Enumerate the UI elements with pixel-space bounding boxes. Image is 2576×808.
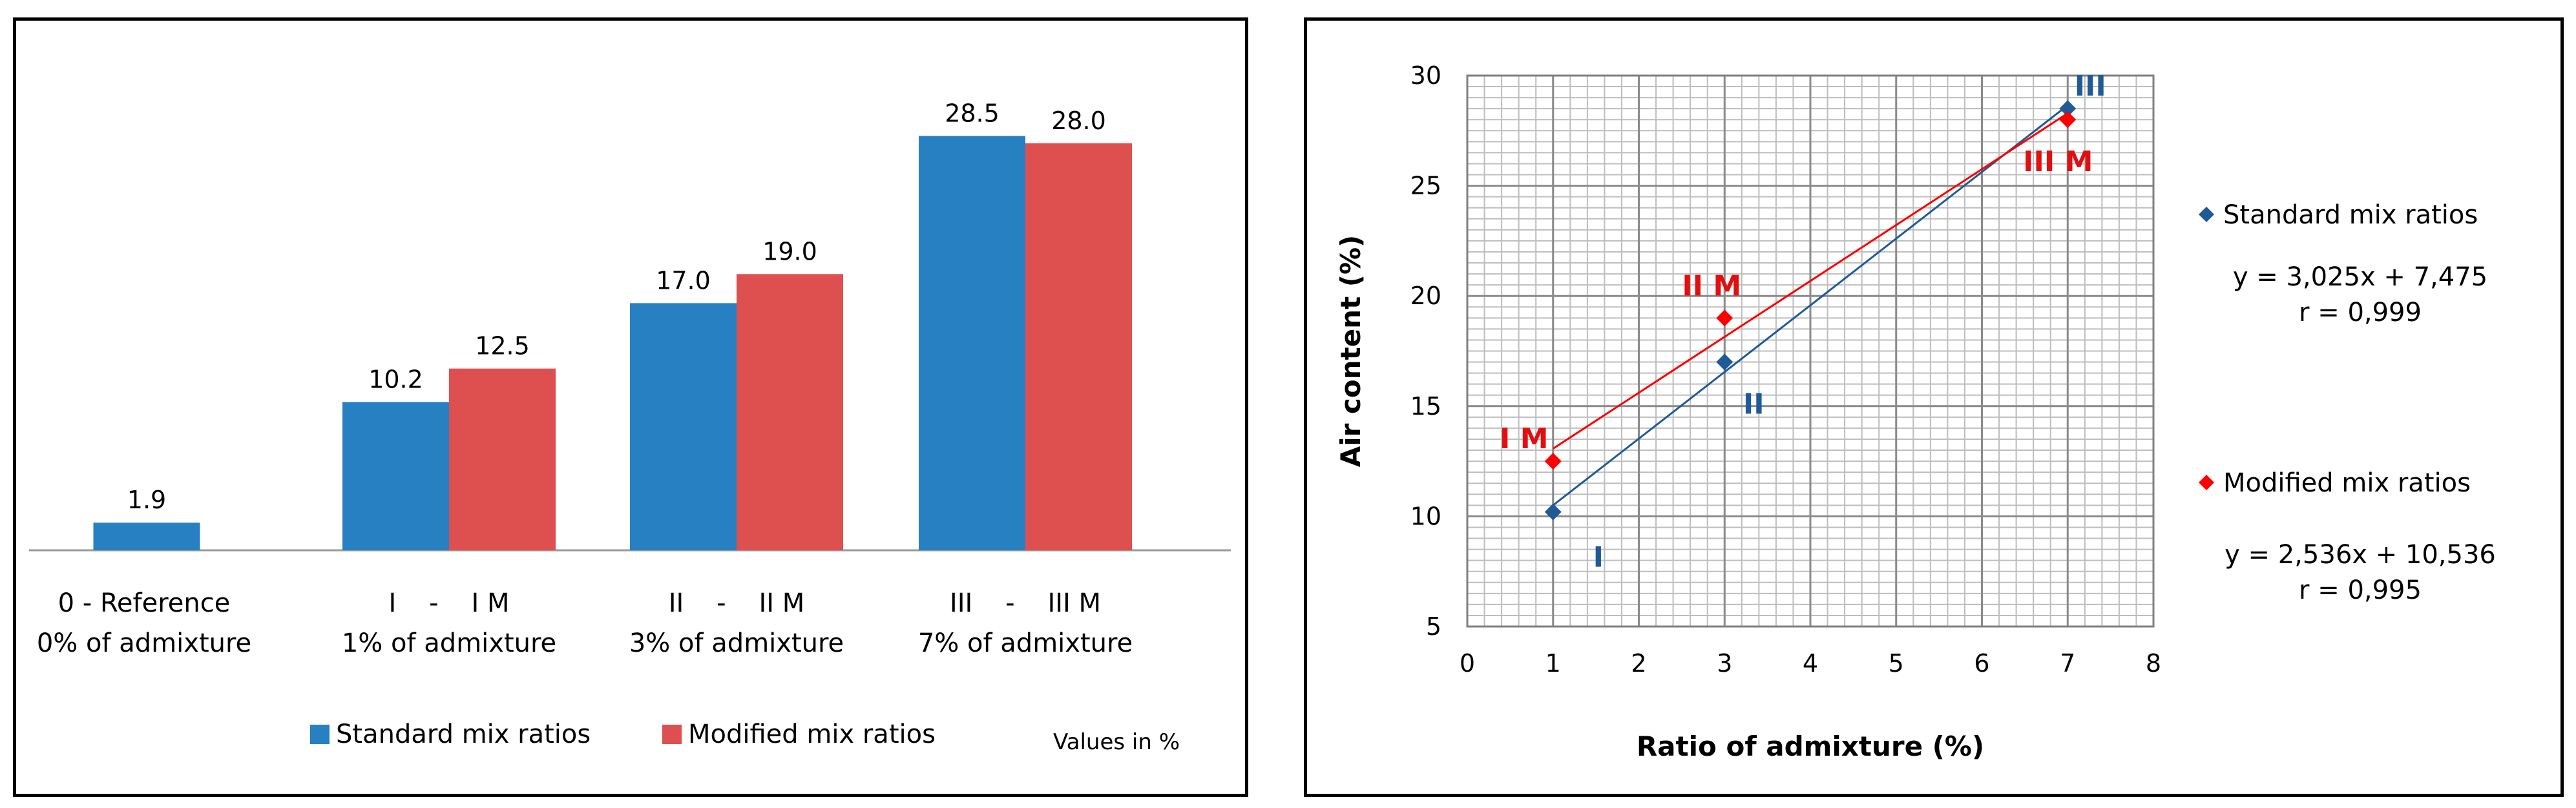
equation-standard: y = 3,025x + 7,475 (2233, 262, 2487, 292)
r-value-modified: r = 0,995 (2299, 575, 2422, 605)
data-label-modified-2: 19.0 (762, 237, 817, 265)
data-label-modified-3: 28.0 (1051, 107, 1106, 135)
legend-label-standard: Standard mix ratios (2223, 200, 2478, 230)
y-tick-label-20: 20 (1410, 282, 1441, 310)
category-label-line2-0: 0% of admixture (37, 628, 251, 658)
x-tick-label-2: 2 (1631, 649, 1646, 678)
marker-standard-2 (2059, 100, 2077, 118)
y-tick-label-25: 25 (1410, 172, 1441, 200)
trendline-standard (1552, 104, 2069, 506)
bar-chart-panel: 1.9 10.2 17.0 28.5 12.5 19.0 28.0 0 - Reference… (13, 17, 1248, 797)
point-label-standard-1: II (1743, 388, 1764, 421)
bar-modified-2 (737, 274, 843, 550)
data-label-standard-0: 1.9 (127, 486, 166, 514)
bar-standard-3 (919, 136, 1025, 550)
category-label-line1-1: I - I M (389, 588, 510, 618)
bar-modified-3 (1025, 143, 1132, 550)
legend-swatch-standard (310, 725, 330, 744)
x-tick-label-8: 8 (2146, 649, 2161, 678)
plot-area-border (1466, 74, 2155, 628)
legend-label-modified: Modified mix ratios (2223, 468, 2471, 498)
bar-chart: 1.9 10.2 17.0 28.5 12.5 19.0 28.0 0 - Reference… (29, 99, 1231, 755)
data-label-standard-1: 10.2 (368, 365, 423, 393)
data-label-modified-1: 12.5 (475, 332, 530, 360)
point-label-standard-0: I (1593, 541, 1604, 574)
point-label-standard-2: III (2075, 70, 2106, 103)
marker-modified-0 (1544, 453, 1562, 470)
category-label-line2-2: 3% of admixture (629, 628, 844, 658)
y-tick-label-15: 15 (1410, 392, 1441, 420)
legend-marker-modified (2199, 475, 2214, 490)
marker-standard-0 (1544, 503, 1562, 521)
category-label-line2-1: 1% of admixture (342, 628, 556, 658)
data-label-standard-3: 28.5 (945, 99, 1000, 128)
y-tick-label-5: 5 (1426, 612, 1441, 641)
x-tick-label-0: 0 (1460, 649, 1475, 678)
bar-standard-0 (93, 523, 200, 550)
y-tick-label-30: 30 (1410, 61, 1441, 90)
values-note: Values in % (1053, 729, 1180, 755)
scatter-chart-panel: 0 1 2 3 4 5 6 7 8 5 10 15 20 25 30 Ratio of admixture (… (1304, 17, 2564, 797)
x-tick-label-3: 3 (1717, 649, 1732, 678)
legend-swatch-modified (662, 725, 682, 744)
y-axis-title: Air content (%) (1335, 235, 1367, 468)
x-tick-label-6: 6 (1974, 649, 1989, 678)
bar-modified-1 (449, 368, 556, 550)
category-label-line2-3: 7% of admixture (918, 628, 1133, 658)
legend-label-standard: Standard mix ratios (336, 720, 591, 749)
x-tick-label-7: 7 (2060, 649, 2075, 678)
bar-standard-1 (342, 402, 449, 550)
x-tick-label-5: 5 (1889, 649, 1904, 678)
bar-standard-2 (630, 303, 737, 550)
equation-modified: y = 2,536x + 10,536 (2225, 540, 2496, 570)
x-tick-label-1: 1 (1545, 649, 1561, 678)
scatter-chart: 0 1 2 3 4 5 6 7 8 5 10 15 20 25 30 Ratio of admixture (… (1335, 61, 2496, 762)
x-tick-label-4: 4 (1803, 649, 1818, 678)
trendline-modified (1552, 112, 2069, 450)
point-label-modified-2: III M (2023, 145, 2093, 178)
legend-marker-standard (2199, 207, 2214, 222)
category-label-line1-0: 0 - Reference (58, 588, 231, 618)
data-label-standard-2: 17.0 (656, 266, 711, 295)
y-tick-label-10: 10 (1410, 502, 1441, 530)
category-label-line1-3: III - III M (950, 588, 1101, 618)
legend-label-modified: Modified mix ratios (688, 720, 936, 749)
point-label-modified-1: II M (1682, 269, 1741, 302)
marker-modified-1 (1716, 309, 1733, 327)
x-axis-title: Ratio of admixture (%) (1637, 730, 1984, 762)
marker-modified-2 (2059, 111, 2077, 129)
r-value-standard: r = 0,999 (2299, 298, 2422, 327)
marker-standard-1 (1716, 353, 1733, 371)
category-label-line1-2: II - II M (669, 588, 805, 618)
point-label-modified-0: I M (1500, 422, 1548, 455)
